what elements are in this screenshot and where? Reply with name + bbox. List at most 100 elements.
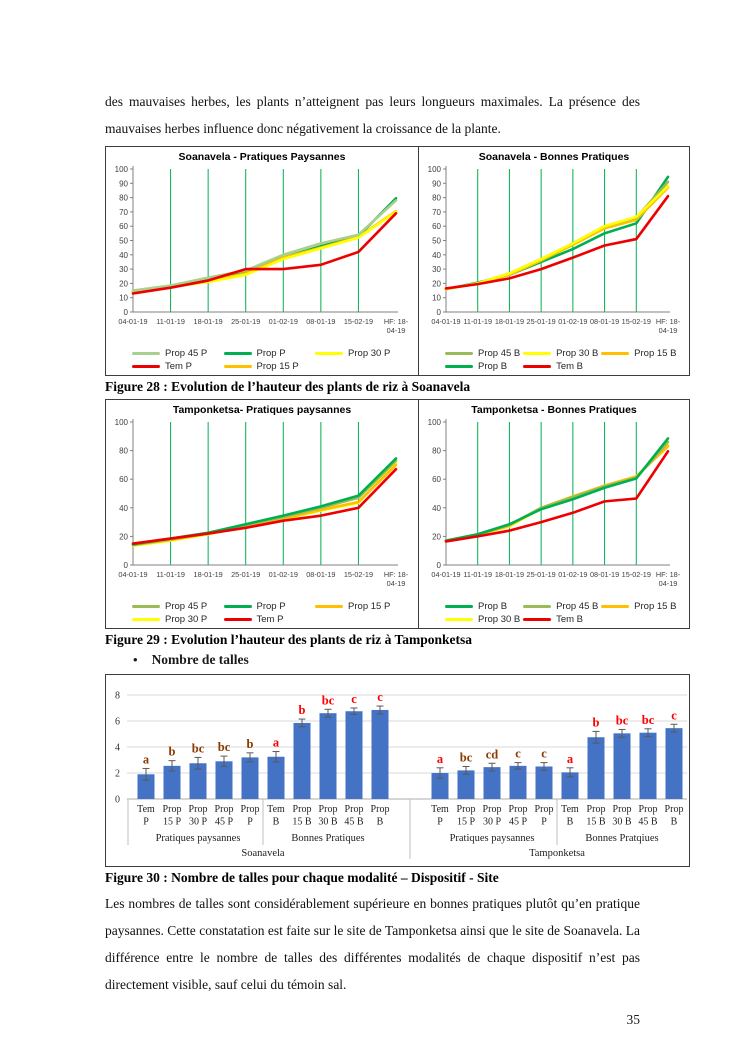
bar bbox=[345, 711, 363, 799]
tamponketsa-pratiques-paysannes-plot: 0 20 40 60 80 100 04-01-19 11-01-19 18-01-19 25-0… bbox=[115, 418, 409, 588]
y-axis-label: 40 bbox=[119, 504, 128, 513]
legend-swatch-icon bbox=[132, 352, 160, 355]
bar-label: P bbox=[541, 817, 547, 828]
bar bbox=[613, 733, 631, 799]
legend-label: Prop 15 P bbox=[348, 601, 391, 612]
x-axis-label: HF: 18-04-19 bbox=[384, 317, 409, 335]
series-tem-b bbox=[444, 194, 670, 290]
legend-item-prop-30-p: Prop 30 P bbox=[132, 614, 224, 625]
significance-letter: a bbox=[143, 752, 150, 766]
legend-swatch-icon bbox=[223, 352, 252, 355]
legend-swatch-icon bbox=[523, 352, 552, 355]
legend-swatch-icon bbox=[223, 618, 252, 621]
y-axis-label: 80 bbox=[119, 447, 128, 456]
bar-label: Prop bbox=[639, 804, 658, 815]
y-axis-label: 90 bbox=[119, 179, 128, 188]
legend-label: Prop B bbox=[478, 601, 508, 612]
x-axis-label: 25-01-19 bbox=[231, 570, 260, 579]
y-axis-label: 100 bbox=[115, 418, 129, 427]
bar bbox=[293, 722, 311, 799]
legend-item-prop-p: Prop P bbox=[223, 348, 316, 359]
legend-item-prop-15-p: Prop 15 P bbox=[223, 361, 316, 372]
x-axis-label: HF: 18-04-19 bbox=[656, 570, 681, 588]
bar bbox=[189, 763, 207, 799]
x-axis-label: 01-02-19 bbox=[558, 317, 587, 326]
legend-label: Prop B bbox=[478, 361, 508, 372]
legend-item-tem-b: Tem B bbox=[523, 614, 601, 625]
significance-letter: b bbox=[593, 715, 600, 729]
bar-label: 30 P bbox=[189, 817, 208, 828]
y-axis-label: 30 bbox=[432, 265, 441, 274]
x-axis-label: 04-01-19 bbox=[118, 570, 147, 579]
intro-paragraph: des mauvaises herbes, les plants n’attei… bbox=[105, 94, 640, 136]
y-axis-label: 80 bbox=[432, 194, 441, 203]
bar bbox=[241, 757, 259, 799]
y-axis-label: 60 bbox=[119, 475, 128, 484]
legend-label: Tem B bbox=[556, 614, 584, 625]
figure-30-caption: Figure 30 : Nombre de talles pour chaque… bbox=[105, 870, 499, 885]
legend-item-prop-45-p: Prop 45 P bbox=[132, 601, 224, 612]
y-axis-label: 10 bbox=[432, 294, 441, 303]
bar-label: 15 P bbox=[163, 817, 182, 828]
bar-label: Prop bbox=[535, 804, 554, 815]
bar-label: 30 B bbox=[612, 817, 632, 828]
y-axis-label: 60 bbox=[432, 475, 441, 484]
bar-label: 45 B bbox=[344, 817, 364, 828]
legend-item-prop-45-b: Prop 45 B bbox=[445, 348, 523, 359]
y-axis-label: 20 bbox=[119, 279, 128, 288]
series-prop-45-b bbox=[444, 180, 670, 291]
bar-label: B bbox=[377, 817, 384, 828]
legend-item-prop-15-b: Prop 15 B bbox=[601, 601, 679, 612]
figure-28-caption: Figure 28 : Evolution de l’hauteur des p… bbox=[105, 379, 471, 394]
chart-tamponketsa-pratiques-paysannes: Tamponketsa- Pratiques paysannes 0 20 40 60 8… bbox=[106, 400, 418, 628]
x-axis-label: 15-02-19 bbox=[622, 570, 651, 579]
y-axis-label: 40 bbox=[432, 251, 441, 260]
significance-letter: c bbox=[351, 692, 357, 706]
legend-swatch-icon bbox=[523, 365, 552, 368]
legend-swatch-icon bbox=[315, 352, 344, 355]
bar bbox=[431, 773, 449, 799]
y-axis-label: 80 bbox=[432, 447, 441, 456]
x-axis-label: 11-01-19 bbox=[156, 570, 185, 579]
chart-title: Soanavela - Pratiques Paysannes bbox=[178, 151, 346, 163]
x-axis-label: 18-01-19 bbox=[194, 317, 223, 326]
legend-swatch-icon bbox=[315, 605, 344, 608]
y-axis-label: 60 bbox=[119, 222, 128, 231]
legend-swatch-icon bbox=[445, 605, 473, 608]
x-axis-label: 11-01-19 bbox=[463, 570, 492, 579]
legend-swatch-icon bbox=[601, 605, 630, 608]
soanavela-pratiques-paysannes-plot: 0 10 20 30 40 50 60 70 80 90 100 04-01-19 11-01-19 18… bbox=[115, 165, 409, 335]
bar-label: Tem bbox=[431, 804, 449, 815]
series-prop-b bbox=[444, 175, 670, 291]
bar-label: Prop bbox=[665, 804, 684, 815]
bar bbox=[639, 732, 657, 799]
series-prop-b bbox=[444, 437, 670, 542]
series-tem-p bbox=[131, 467, 398, 545]
group-label: Bonnes Pratqiues bbox=[585, 833, 658, 844]
legend-label: Prop 30 B bbox=[478, 614, 521, 625]
series-tem-b bbox=[444, 450, 670, 543]
bar-label: B bbox=[671, 817, 678, 828]
y-axis-label: 20 bbox=[432, 279, 441, 288]
legend-item-prop-b: Prop B bbox=[445, 601, 523, 612]
legend-label: Prop 45 P bbox=[165, 348, 208, 359]
series-prop-45-b bbox=[444, 440, 670, 542]
legend-item-prop-45-b: Prop 45 B bbox=[523, 601, 601, 612]
legend-label: Prop 45 P bbox=[165, 601, 208, 612]
bar bbox=[561, 772, 579, 799]
y-axis-label: 100 bbox=[428, 418, 442, 427]
significance-letter: cd bbox=[486, 747, 499, 761]
y-axis-label: 70 bbox=[119, 208, 128, 217]
bar-label: Prop bbox=[509, 804, 528, 815]
bar-label: Prop bbox=[587, 804, 606, 815]
y-axis-label: 40 bbox=[432, 504, 441, 513]
x-axis-label: 11-01-19 bbox=[463, 317, 492, 326]
legend-item-prop-30-b: Prop 30 B bbox=[523, 348, 601, 359]
bar-label: Prop bbox=[457, 804, 476, 815]
y-axis-label: 50 bbox=[432, 237, 441, 246]
significance-letter: bc bbox=[192, 741, 205, 755]
bar-label: 45 B bbox=[638, 817, 658, 828]
legend-swatch-icon bbox=[132, 618, 160, 621]
x-axis-label: 15-02-19 bbox=[344, 570, 373, 579]
